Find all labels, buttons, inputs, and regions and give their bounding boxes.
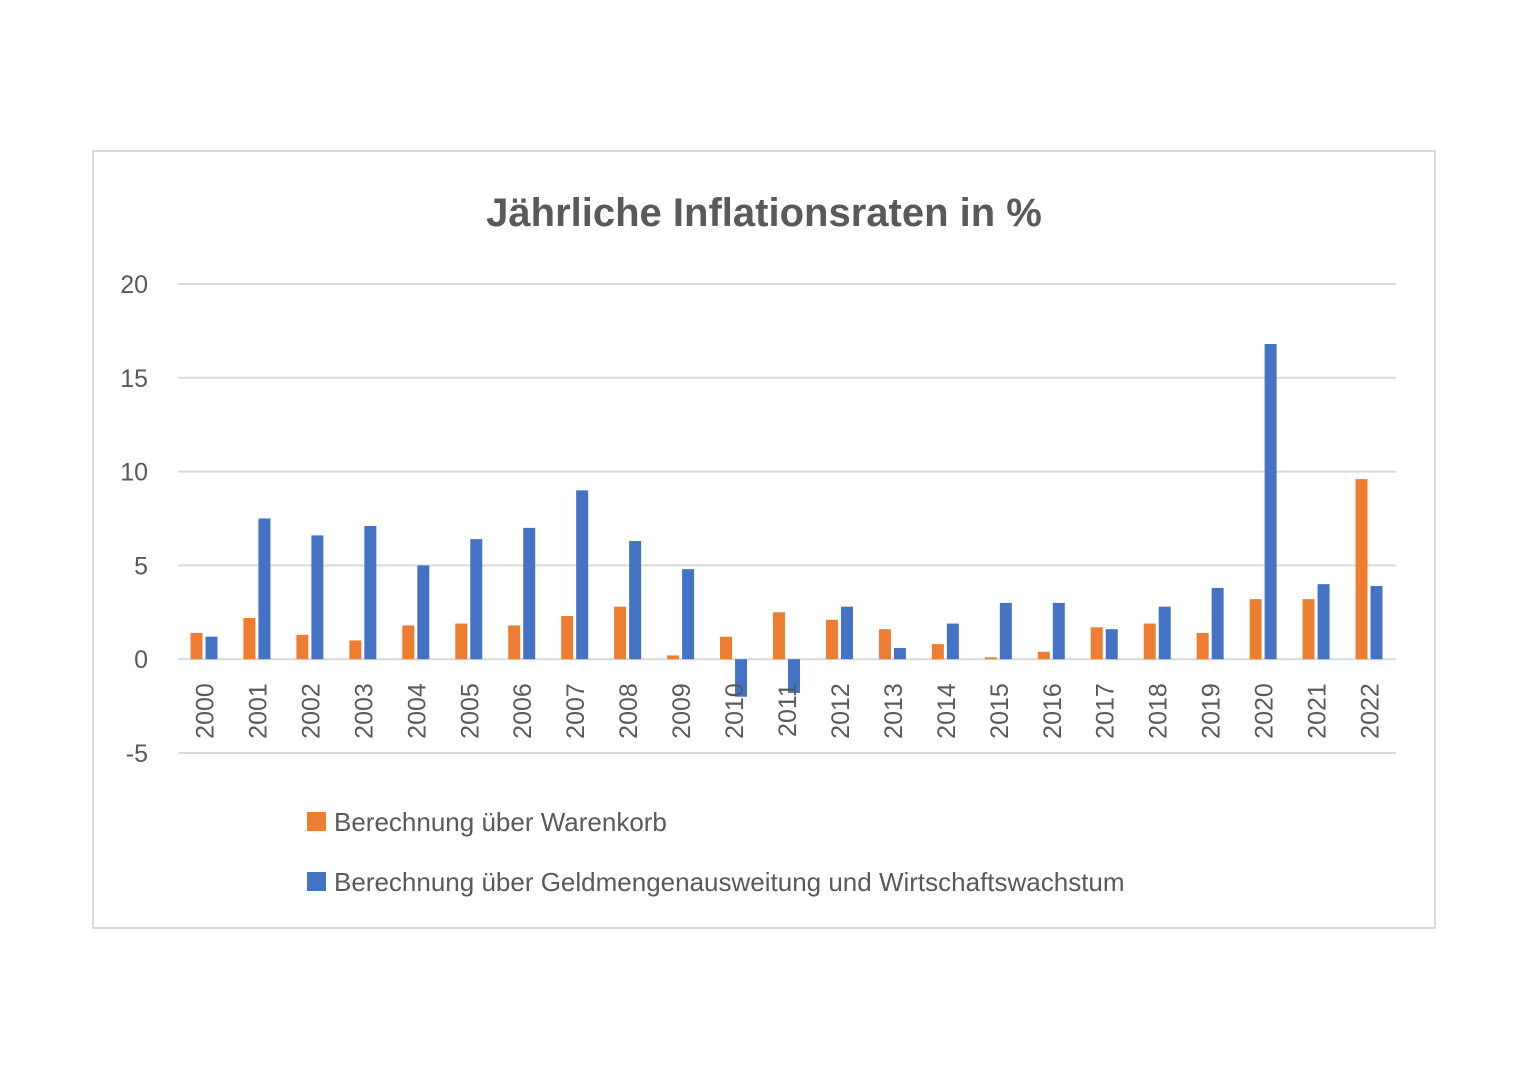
bar-warenkorb-2016 [1037, 651, 1050, 660]
x-tick-label: 2011 [774, 683, 802, 737]
bar-warenkorb-2010 [720, 636, 733, 660]
bar-geldmenge-2020 [1264, 344, 1277, 660]
x-tick-label: 2004 [403, 683, 431, 739]
bar-geldmenge-2002 [311, 535, 324, 660]
bar-geldmenge-2009 [682, 569, 695, 660]
bar-geldmenge-2017 [1105, 629, 1118, 660]
bar-warenkorb-2019 [1196, 632, 1209, 660]
bar-warenkorb-2020 [1249, 599, 1262, 660]
x-tick-label: 2014 [933, 683, 961, 739]
bar-geldmenge-2021 [1317, 584, 1330, 660]
chart-title: Jährliche Inflationsraten in % [486, 191, 1042, 235]
x-tick-label: 2001 [244, 683, 272, 739]
x-tick-label: 2010 [721, 683, 749, 739]
y-tick-label: 20 [120, 271, 148, 299]
x-tick-label: 2021 [1304, 683, 1332, 739]
x-tick-label: 2007 [562, 683, 590, 739]
x-tick-label: 2003 [350, 683, 378, 739]
y-tick-label: 5 [134, 552, 148, 580]
bar-geldmenge-2000 [205, 636, 218, 660]
x-tick-label: 2018 [1145, 683, 1173, 739]
x-tick-label: 2016 [1039, 683, 1067, 739]
bar-geldmenge-2019 [1211, 587, 1224, 660]
y-tick-label: 10 [120, 459, 148, 487]
bar-warenkorb-2017 [1090, 627, 1103, 660]
x-tick-label: 2009 [668, 683, 696, 739]
x-tick-label: 2020 [1251, 683, 1279, 739]
legend-swatch [307, 812, 326, 831]
bar-warenkorb-2006 [508, 625, 521, 660]
legend-label: Berechnung über Geldmengenausweitung und… [334, 867, 1125, 897]
x-tick-label: 2017 [1092, 683, 1120, 739]
y-tick-label: 15 [120, 365, 148, 393]
bar-geldmenge-2014 [946, 623, 959, 660]
bar-geldmenge-2013 [893, 647, 906, 660]
bar-warenkorb-2003 [349, 640, 362, 660]
bar-warenkorb-2013 [878, 629, 891, 660]
bar-geldmenge-2007 [576, 490, 589, 660]
bar-geldmenge-2003 [364, 526, 377, 660]
x-tick-label: 2006 [509, 683, 537, 739]
bar-warenkorb-2014 [931, 644, 944, 660]
bar-warenkorb-2001 [243, 617, 256, 660]
bar-geldmenge-2015 [999, 602, 1012, 660]
y-tick-label: 0 [134, 646, 148, 674]
y-tick-label: -5 [126, 740, 148, 768]
bar-geldmenge-2001 [258, 518, 271, 660]
bar-warenkorb-2015 [984, 657, 997, 660]
x-tick-label: 2000 [191, 683, 219, 739]
legend-label: Berechnung über Warenkorb [334, 807, 667, 837]
bar-warenkorb-2000 [190, 632, 203, 660]
bar-geldmenge-2004 [417, 565, 430, 660]
bar-warenkorb-2007 [561, 616, 574, 660]
x-tick-label: 2013 [880, 683, 908, 739]
bar-geldmenge-2018 [1158, 606, 1171, 660]
bar-warenkorb-2005 [455, 623, 468, 660]
legend-swatch [307, 872, 326, 891]
x-tick-label: 2012 [827, 683, 855, 739]
bar-geldmenge-2005 [470, 539, 483, 660]
bar-geldmenge-2006 [523, 527, 536, 660]
bar-geldmenge-2022 [1370, 586, 1383, 660]
x-tick-label: 2002 [297, 683, 325, 739]
bar-geldmenge-2012 [840, 606, 853, 660]
bar-warenkorb-2022 [1355, 479, 1368, 660]
bar-geldmenge-2011 [788, 659, 800, 693]
bar-warenkorb-2012 [825, 619, 838, 660]
bar-warenkorb-2011 [773, 612, 785, 660]
x-tick-label: 2019 [1198, 683, 1226, 739]
bar-warenkorb-2021 [1302, 599, 1315, 660]
x-tick-label: 2005 [456, 683, 484, 739]
bar-warenkorb-2018 [1143, 623, 1156, 660]
x-tick-label: 2008 [615, 683, 643, 739]
bar-warenkorb-2004 [402, 625, 415, 660]
bar-warenkorb-2002 [296, 634, 309, 660]
x-tick-label: 2015 [986, 683, 1014, 739]
bar-geldmenge-2008 [629, 541, 642, 660]
bar-warenkorb-2008 [614, 606, 627, 660]
x-tick-label: 2022 [1357, 683, 1385, 739]
bar-warenkorb-2009 [667, 655, 680, 660]
bar-geldmenge-2010 [735, 659, 748, 697]
bar-geldmenge-2016 [1052, 602, 1065, 660]
chart-frame [92, 150, 1436, 929]
